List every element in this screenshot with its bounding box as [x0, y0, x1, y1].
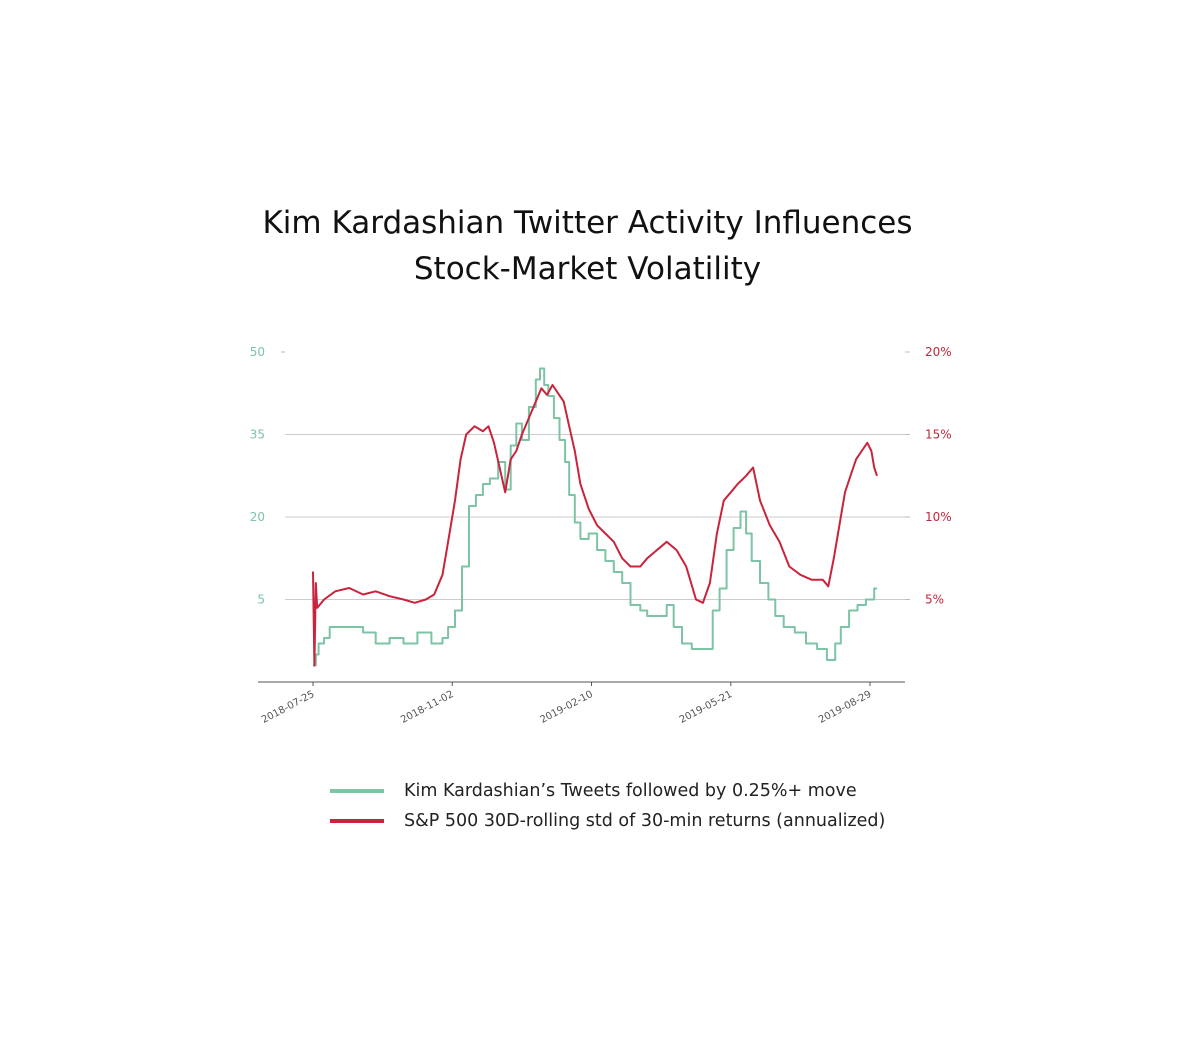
y-right-tick-label: 20%	[925, 345, 952, 359]
legend-swatch-tweets	[330, 789, 384, 793]
x-tick-label: 2018-07-25	[260, 689, 316, 726]
axes	[258, 351, 910, 686]
chart-title: Kim Kardashian Twitter Activity Influenc…	[0, 200, 1175, 292]
legend-item-volatility: S&P 500 30D-rolling std of 30-min return…	[330, 806, 885, 836]
chart-title-line-2: Stock-Market Volatility	[413, 251, 762, 287]
y-left-tick-label: 20	[250, 510, 265, 524]
legend-swatch-volatility	[330, 819, 384, 823]
y-left-tick-label: 5	[257, 593, 265, 607]
y-left-tick-label: 50	[250, 345, 265, 359]
y-right-tick-label: 10%	[925, 510, 952, 524]
x-tick-label: 2019-02-10	[538, 689, 594, 726]
legend: Kim Kardashian’s Tweets followed by 0.25…	[330, 776, 885, 836]
y-right-tick-label: 15%	[925, 428, 952, 442]
series-line-volatility	[312, 384, 878, 667]
x-tick-label: 2019-05-21	[678, 689, 734, 726]
legend-item-tweets: Kim Kardashian’s Tweets followed by 0.25…	[330, 776, 885, 806]
series-lines	[312, 367, 878, 667]
series-line-tweets	[313, 367, 877, 667]
x-tick-label: 2018-11-02	[399, 689, 455, 726]
tick-labels: 5 20 35 50 5% 10% 15% 20% 2018-07-25 2018-11-02 20…	[250, 345, 952, 726]
y-left-tick-label: 35	[250, 428, 265, 442]
x-tick-label: 2019-08-29	[817, 689, 873, 726]
y-right-tick-label: 5%	[925, 593, 944, 607]
legend-label-tweets: Kim Kardashian’s Tweets followed by 0.25…	[404, 781, 857, 801]
legend-label-volatility: S&P 500 30D-rolling std of 30-min return…	[404, 811, 886, 831]
gridlines	[285, 434, 905, 600]
chart-title-line-1: Kim Kardashian Twitter Activity Influenc…	[262, 205, 913, 241]
chart-plot: 5 20 35 50 5% 10% 15% 20% 2018-07-25 2018-11-02 20…	[250, 345, 952, 726]
